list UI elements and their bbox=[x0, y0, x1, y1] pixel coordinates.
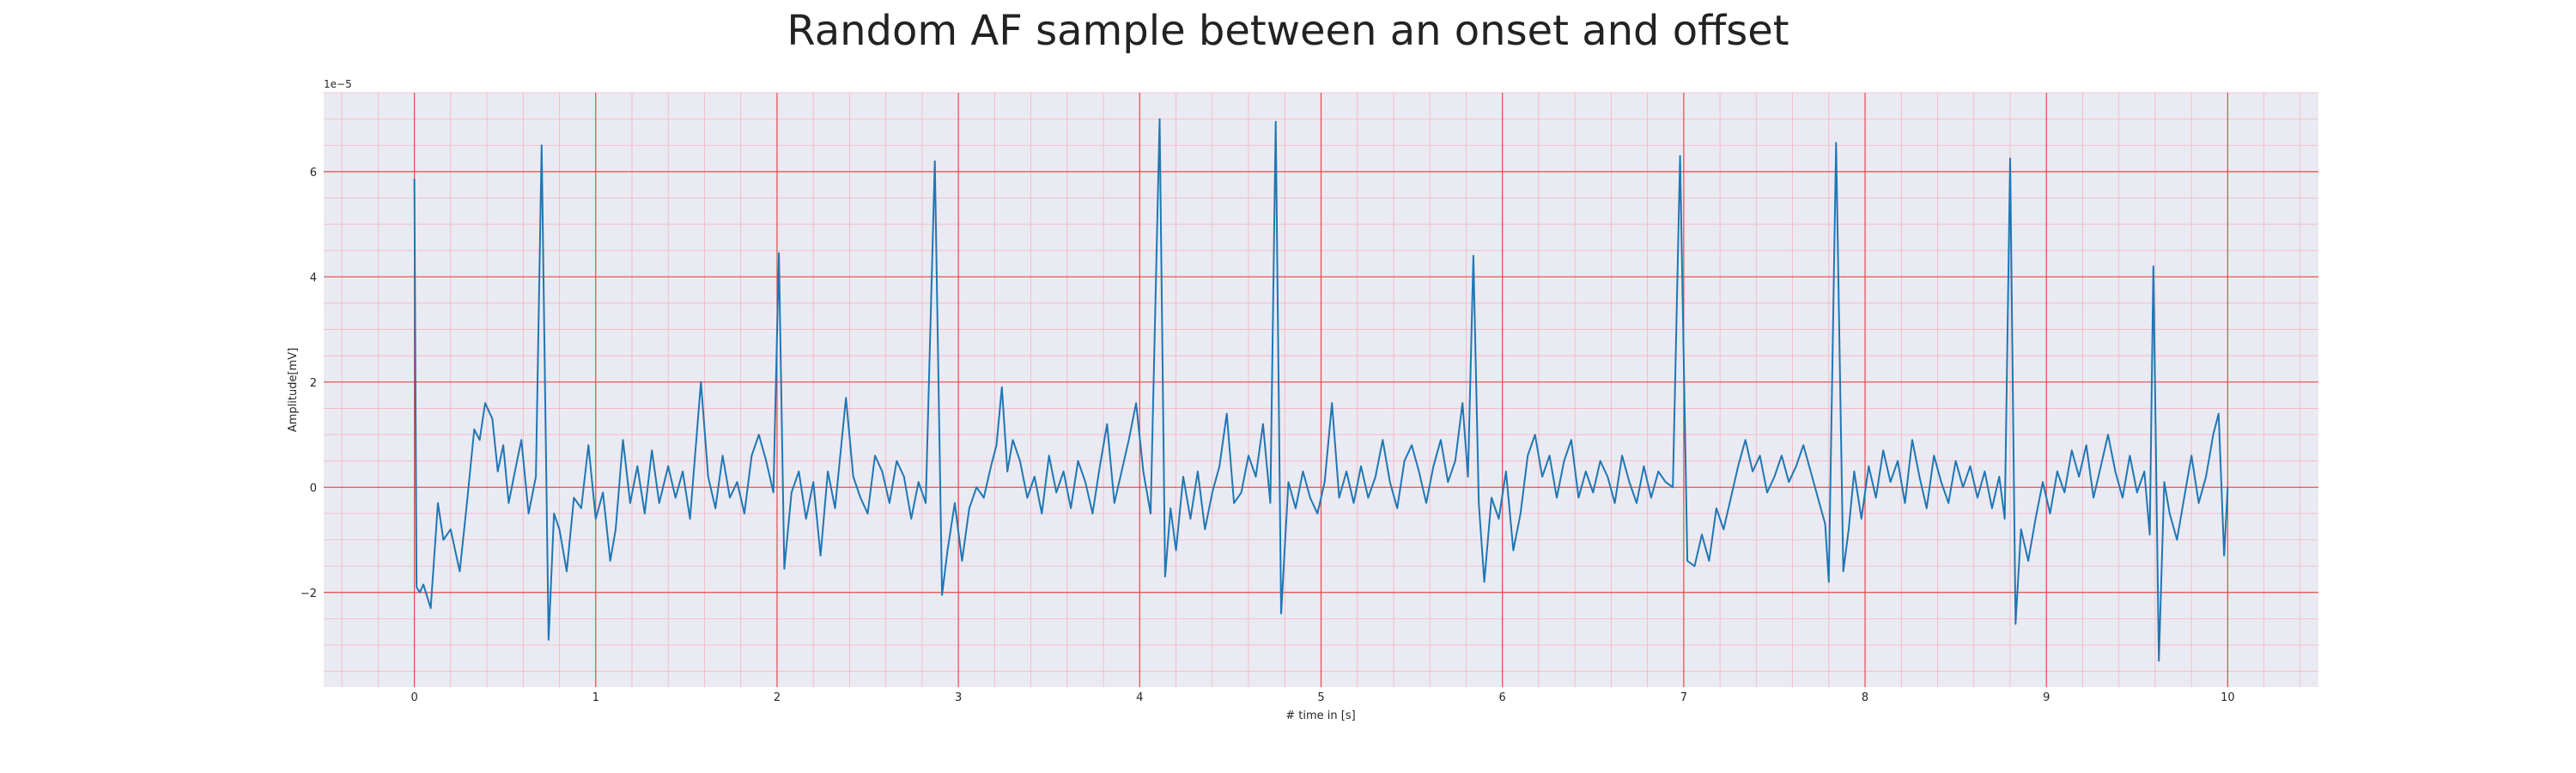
x-tick-labels: 0 1 2 3 4 5 6 7 8 9 10 bbox=[410, 691, 2234, 704]
x-tick-label: 7 bbox=[1680, 691, 1687, 704]
y-tick-label: 4 bbox=[310, 271, 317, 284]
x-tick-label: 0 bbox=[410, 691, 417, 704]
chart-title: Random AF sample between an onset and of… bbox=[787, 7, 1789, 55]
y-tick-label: 0 bbox=[310, 482, 317, 495]
x-tick-label: 1 bbox=[592, 691, 599, 704]
x-tick-label: 5 bbox=[1317, 691, 1324, 704]
x-tick-label: 10 bbox=[2221, 691, 2235, 704]
x-tick-label: 3 bbox=[955, 691, 962, 704]
series-layer bbox=[413, 118, 2229, 662]
x-tick-label: 9 bbox=[2043, 691, 2050, 704]
x-tick-label: 6 bbox=[1499, 691, 1506, 704]
series-line bbox=[413, 118, 2229, 662]
x-axis-label: # time in [s] bbox=[1285, 709, 1355, 722]
y-tick-label: 6 bbox=[310, 167, 317, 180]
y-tick-labels: −2 0 2 4 6 bbox=[301, 167, 317, 600]
y-tick-label: −2 bbox=[301, 587, 317, 600]
x-tick-label: 2 bbox=[774, 691, 781, 704]
y-axis-label: Amplitude[mV] bbox=[287, 348, 300, 432]
x-tick-label: 8 bbox=[1862, 691, 1868, 704]
y-offset-label: 1e−5 bbox=[324, 78, 352, 90]
x-tick-label: 4 bbox=[1136, 691, 1143, 704]
y-tick-label: 2 bbox=[310, 377, 317, 390]
